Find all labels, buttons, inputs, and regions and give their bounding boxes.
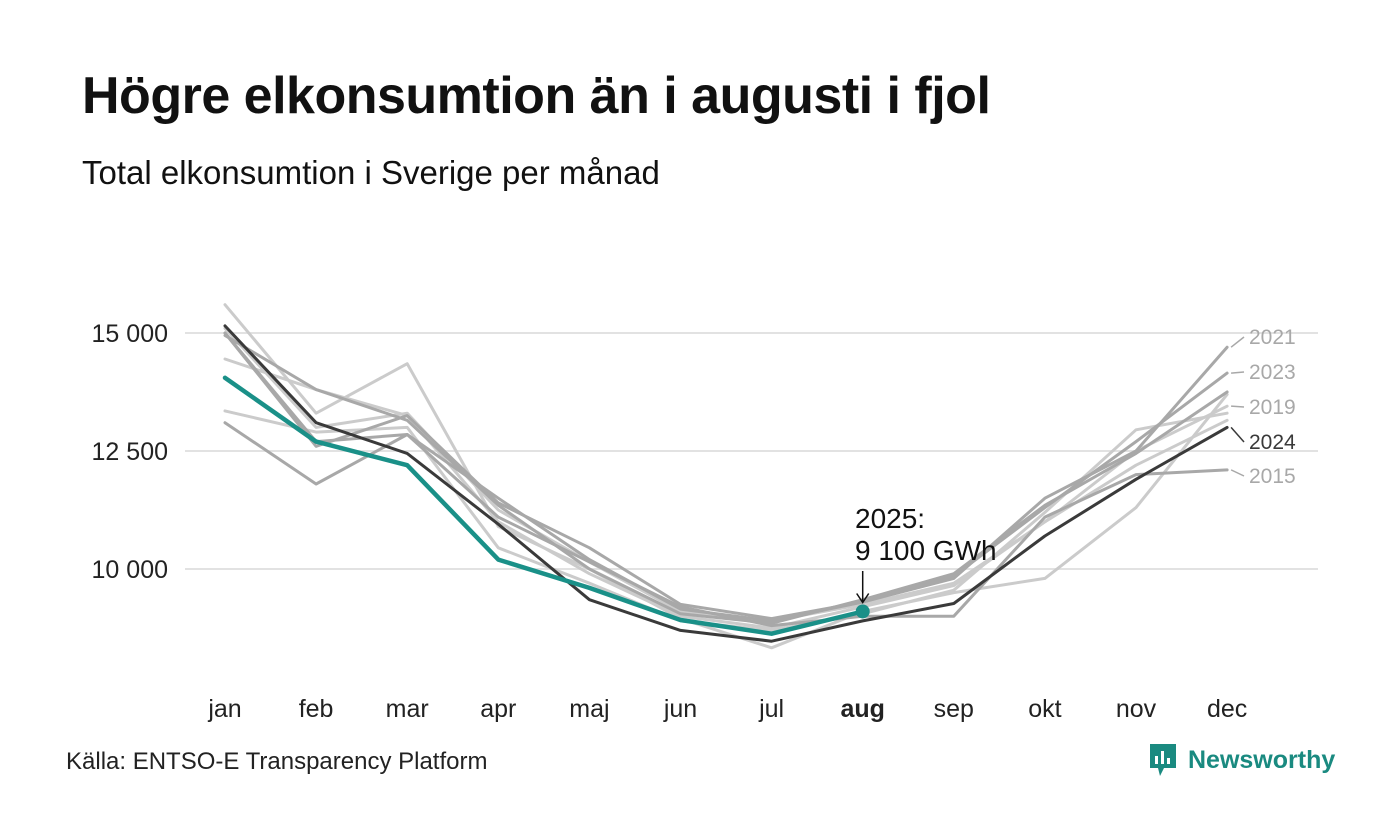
x-tick-label: feb <box>299 695 334 723</box>
label-connector <box>1231 371 1245 374</box>
x-tick-label: nov <box>1116 695 1157 723</box>
x-tick-label: sep <box>934 695 974 723</box>
series-line-year <box>223 333 1229 625</box>
series-line-2025 <box>222 375 865 636</box>
x-tick-label: mar <box>386 695 429 723</box>
annotation: 2025:9 100 GWh <box>855 503 997 619</box>
newsworthy-icon <box>1150 744 1176 776</box>
brand-logo[interactable]: Newsworthy <box>1148 742 1335 778</box>
x-tick-label: jan <box>207 695 241 723</box>
chart-title: Högre elkonsumtion än i augusti i fjol <box>82 67 991 125</box>
annotation-label: 2025: <box>855 503 925 534</box>
annotation-arrowhead <box>856 593 870 604</box>
series-line-2021 <box>223 331 1229 621</box>
x-tick-label: apr <box>480 695 516 723</box>
series-labels: 2021 2023 2019 2024 2015 <box>1230 326 1296 488</box>
label-connector <box>1230 336 1245 348</box>
x-tick-label: maj <box>569 695 609 723</box>
chart-subtitle: Total elkonsumtion i Sverige per månad <box>82 154 660 191</box>
series-line-2015 <box>223 421 1229 628</box>
series-line-2024 <box>223 324 1229 643</box>
source-note: Källa: ENTSO-E Transparency Platform <box>66 748 488 775</box>
label-connector <box>1230 469 1245 477</box>
x-tick-label: aug <box>840 695 884 723</box>
x-axis-ticks: jan feb mar apr maj jun jul aug sep okt nov dec <box>207 695 1247 723</box>
series-label: 2015 <box>1249 465 1296 488</box>
series-line-year <box>223 326 1229 623</box>
x-tick-label: dec <box>1207 695 1247 723</box>
annotation-value: 9 100 GWh <box>855 535 997 566</box>
label-connector <box>1230 426 1245 443</box>
series-label: 2021 <box>1249 326 1296 349</box>
series-line-2019 <box>223 357 1229 630</box>
x-tick-label: okt <box>1028 695 1061 723</box>
y-tick-label: 10 000 <box>92 556 168 584</box>
series-label: 2024 <box>1249 431 1296 454</box>
highlight-point <box>855 604 870 619</box>
y-tick-label: 12 500 <box>92 438 168 466</box>
brand-name: Newsworthy <box>1188 745 1336 774</box>
series-line-2023 <box>223 331 1229 623</box>
series-line-year <box>223 303 1229 650</box>
series-label: 2023 <box>1249 361 1296 384</box>
y-axis-ticks: 10 000 12 500 15 000 <box>92 320 168 584</box>
y-tick-label: 15 000 <box>92 320 168 348</box>
x-tick-label: jul <box>758 695 784 723</box>
series-label: 2019 <box>1249 396 1296 419</box>
x-tick-label: jun <box>663 695 697 723</box>
label-connector <box>1231 405 1245 408</box>
series-lines <box>222 303 1229 650</box>
